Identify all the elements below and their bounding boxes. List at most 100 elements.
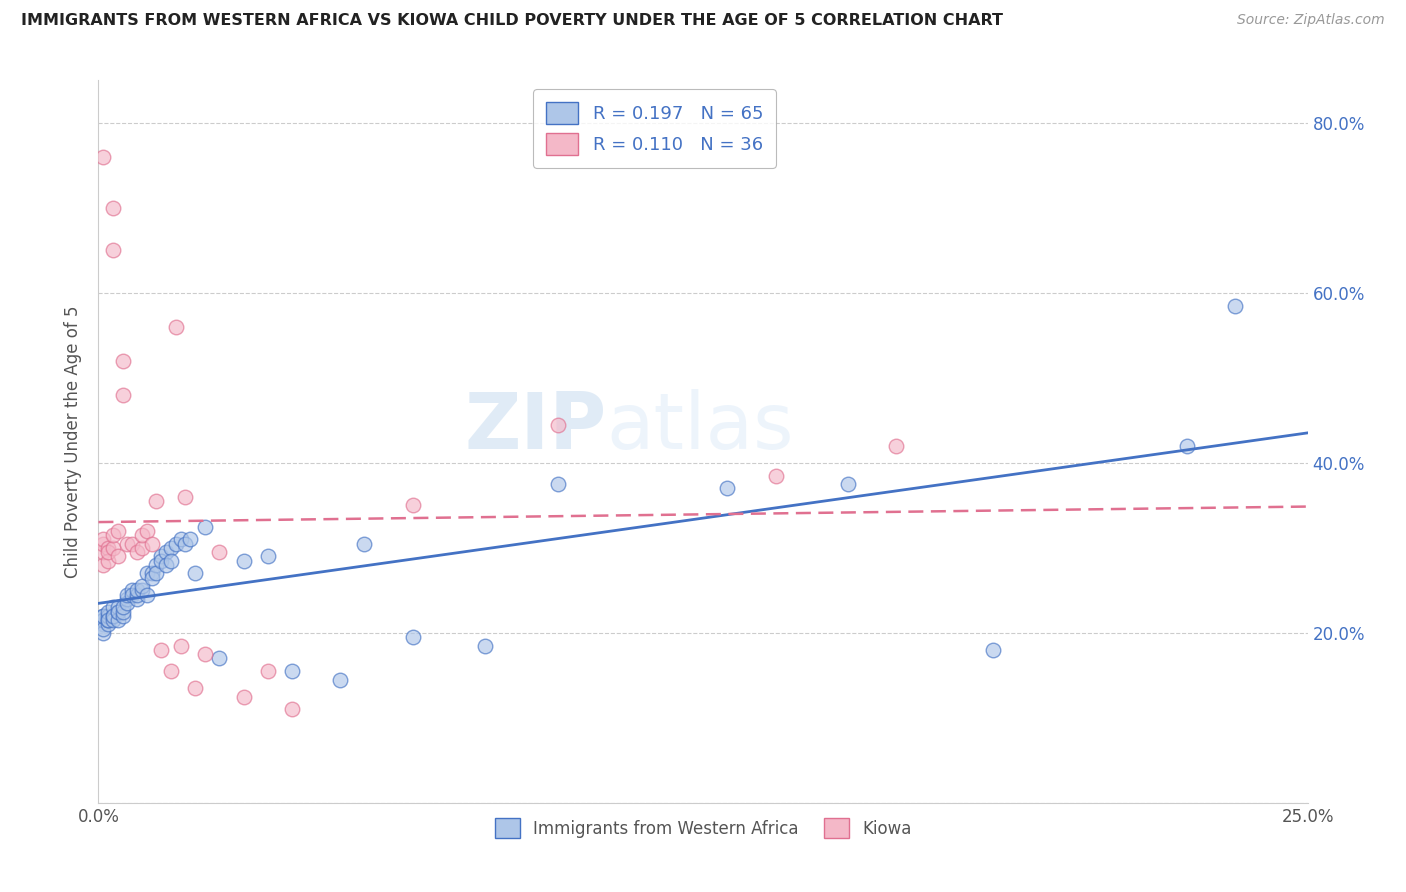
Point bbox=[208, 545, 231, 559]
Legend: Immigrants from Western Africa, Kiowa: Immigrants from Western Africa, Kiowa bbox=[488, 812, 918, 845]
Point bbox=[91, 622, 114, 636]
Point bbox=[131, 583, 153, 598]
Point bbox=[91, 533, 114, 547]
Point bbox=[353, 536, 375, 550]
Point bbox=[232, 553, 254, 567]
Point bbox=[107, 524, 129, 538]
Point bbox=[716, 481, 738, 495]
Point bbox=[281, 664, 304, 678]
Point bbox=[97, 541, 120, 555]
Point bbox=[256, 664, 278, 678]
Point bbox=[127, 591, 149, 606]
Point bbox=[107, 605, 129, 619]
Point bbox=[145, 566, 167, 581]
Point bbox=[281, 702, 304, 716]
Point bbox=[232, 690, 254, 704]
Point bbox=[169, 639, 191, 653]
Point bbox=[329, 673, 352, 687]
Point bbox=[150, 549, 173, 564]
Point bbox=[111, 605, 134, 619]
Point bbox=[91, 608, 114, 623]
Point bbox=[101, 528, 124, 542]
Point bbox=[155, 545, 177, 559]
Point bbox=[402, 630, 425, 644]
Point bbox=[101, 613, 124, 627]
Point bbox=[91, 608, 114, 623]
Point bbox=[97, 545, 120, 559]
Point bbox=[141, 570, 163, 584]
Point bbox=[1175, 439, 1198, 453]
Point bbox=[208, 651, 231, 665]
Text: atlas: atlas bbox=[606, 389, 794, 465]
Point bbox=[160, 541, 183, 555]
Point bbox=[194, 647, 217, 661]
Point bbox=[131, 528, 153, 542]
Point bbox=[117, 536, 139, 550]
Point bbox=[169, 533, 191, 547]
Point bbox=[101, 244, 124, 258]
Point bbox=[107, 613, 129, 627]
Point bbox=[111, 388, 134, 402]
Point bbox=[179, 533, 201, 547]
Point bbox=[91, 545, 114, 559]
Point bbox=[91, 625, 114, 640]
Point bbox=[107, 600, 129, 615]
Point bbox=[474, 639, 496, 653]
Point bbox=[107, 549, 129, 564]
Point bbox=[117, 591, 139, 606]
Point bbox=[107, 605, 129, 619]
Point bbox=[165, 319, 187, 334]
Point bbox=[121, 583, 143, 598]
Y-axis label: Child Poverty Under the Age of 5: Child Poverty Under the Age of 5 bbox=[65, 305, 83, 578]
Point bbox=[91, 558, 114, 572]
Point bbox=[101, 600, 124, 615]
Point bbox=[117, 596, 139, 610]
Point bbox=[145, 558, 167, 572]
Point bbox=[131, 541, 153, 555]
Point bbox=[135, 524, 157, 538]
Point bbox=[1223, 299, 1246, 313]
Point bbox=[402, 498, 425, 512]
Point bbox=[97, 605, 120, 619]
Point bbox=[150, 553, 173, 567]
Point bbox=[91, 150, 114, 164]
Point bbox=[97, 553, 120, 567]
Point bbox=[160, 664, 183, 678]
Point bbox=[194, 519, 217, 533]
Point bbox=[121, 588, 143, 602]
Point bbox=[127, 588, 149, 602]
Point bbox=[145, 494, 167, 508]
Point bbox=[837, 477, 859, 491]
Point bbox=[121, 536, 143, 550]
Point bbox=[101, 201, 124, 215]
Point bbox=[111, 600, 134, 615]
Text: IMMIGRANTS FROM WESTERN AFRICA VS KIOWA CHILD POVERTY UNDER THE AGE OF 5 CORRELA: IMMIGRANTS FROM WESTERN AFRICA VS KIOWA … bbox=[21, 13, 1002, 29]
Point bbox=[174, 536, 197, 550]
Point bbox=[97, 613, 120, 627]
Point bbox=[981, 642, 1004, 657]
Point bbox=[111, 353, 134, 368]
Point bbox=[127, 545, 149, 559]
Point bbox=[174, 490, 197, 504]
Point bbox=[141, 566, 163, 581]
Point bbox=[111, 608, 134, 623]
Point bbox=[886, 439, 908, 453]
Point bbox=[91, 536, 114, 550]
Point bbox=[117, 588, 139, 602]
Text: ZIP: ZIP bbox=[464, 389, 606, 465]
Point bbox=[101, 608, 124, 623]
Point bbox=[547, 417, 569, 432]
Point bbox=[184, 566, 207, 581]
Point bbox=[141, 536, 163, 550]
Point bbox=[150, 642, 173, 657]
Point bbox=[91, 617, 114, 632]
Text: Source: ZipAtlas.com: Source: ZipAtlas.com bbox=[1237, 13, 1385, 28]
Point bbox=[165, 536, 187, 550]
Point bbox=[97, 613, 120, 627]
Point bbox=[184, 681, 207, 695]
Point bbox=[135, 566, 157, 581]
Point bbox=[155, 558, 177, 572]
Point bbox=[131, 579, 153, 593]
Point bbox=[135, 588, 157, 602]
Point bbox=[101, 541, 124, 555]
